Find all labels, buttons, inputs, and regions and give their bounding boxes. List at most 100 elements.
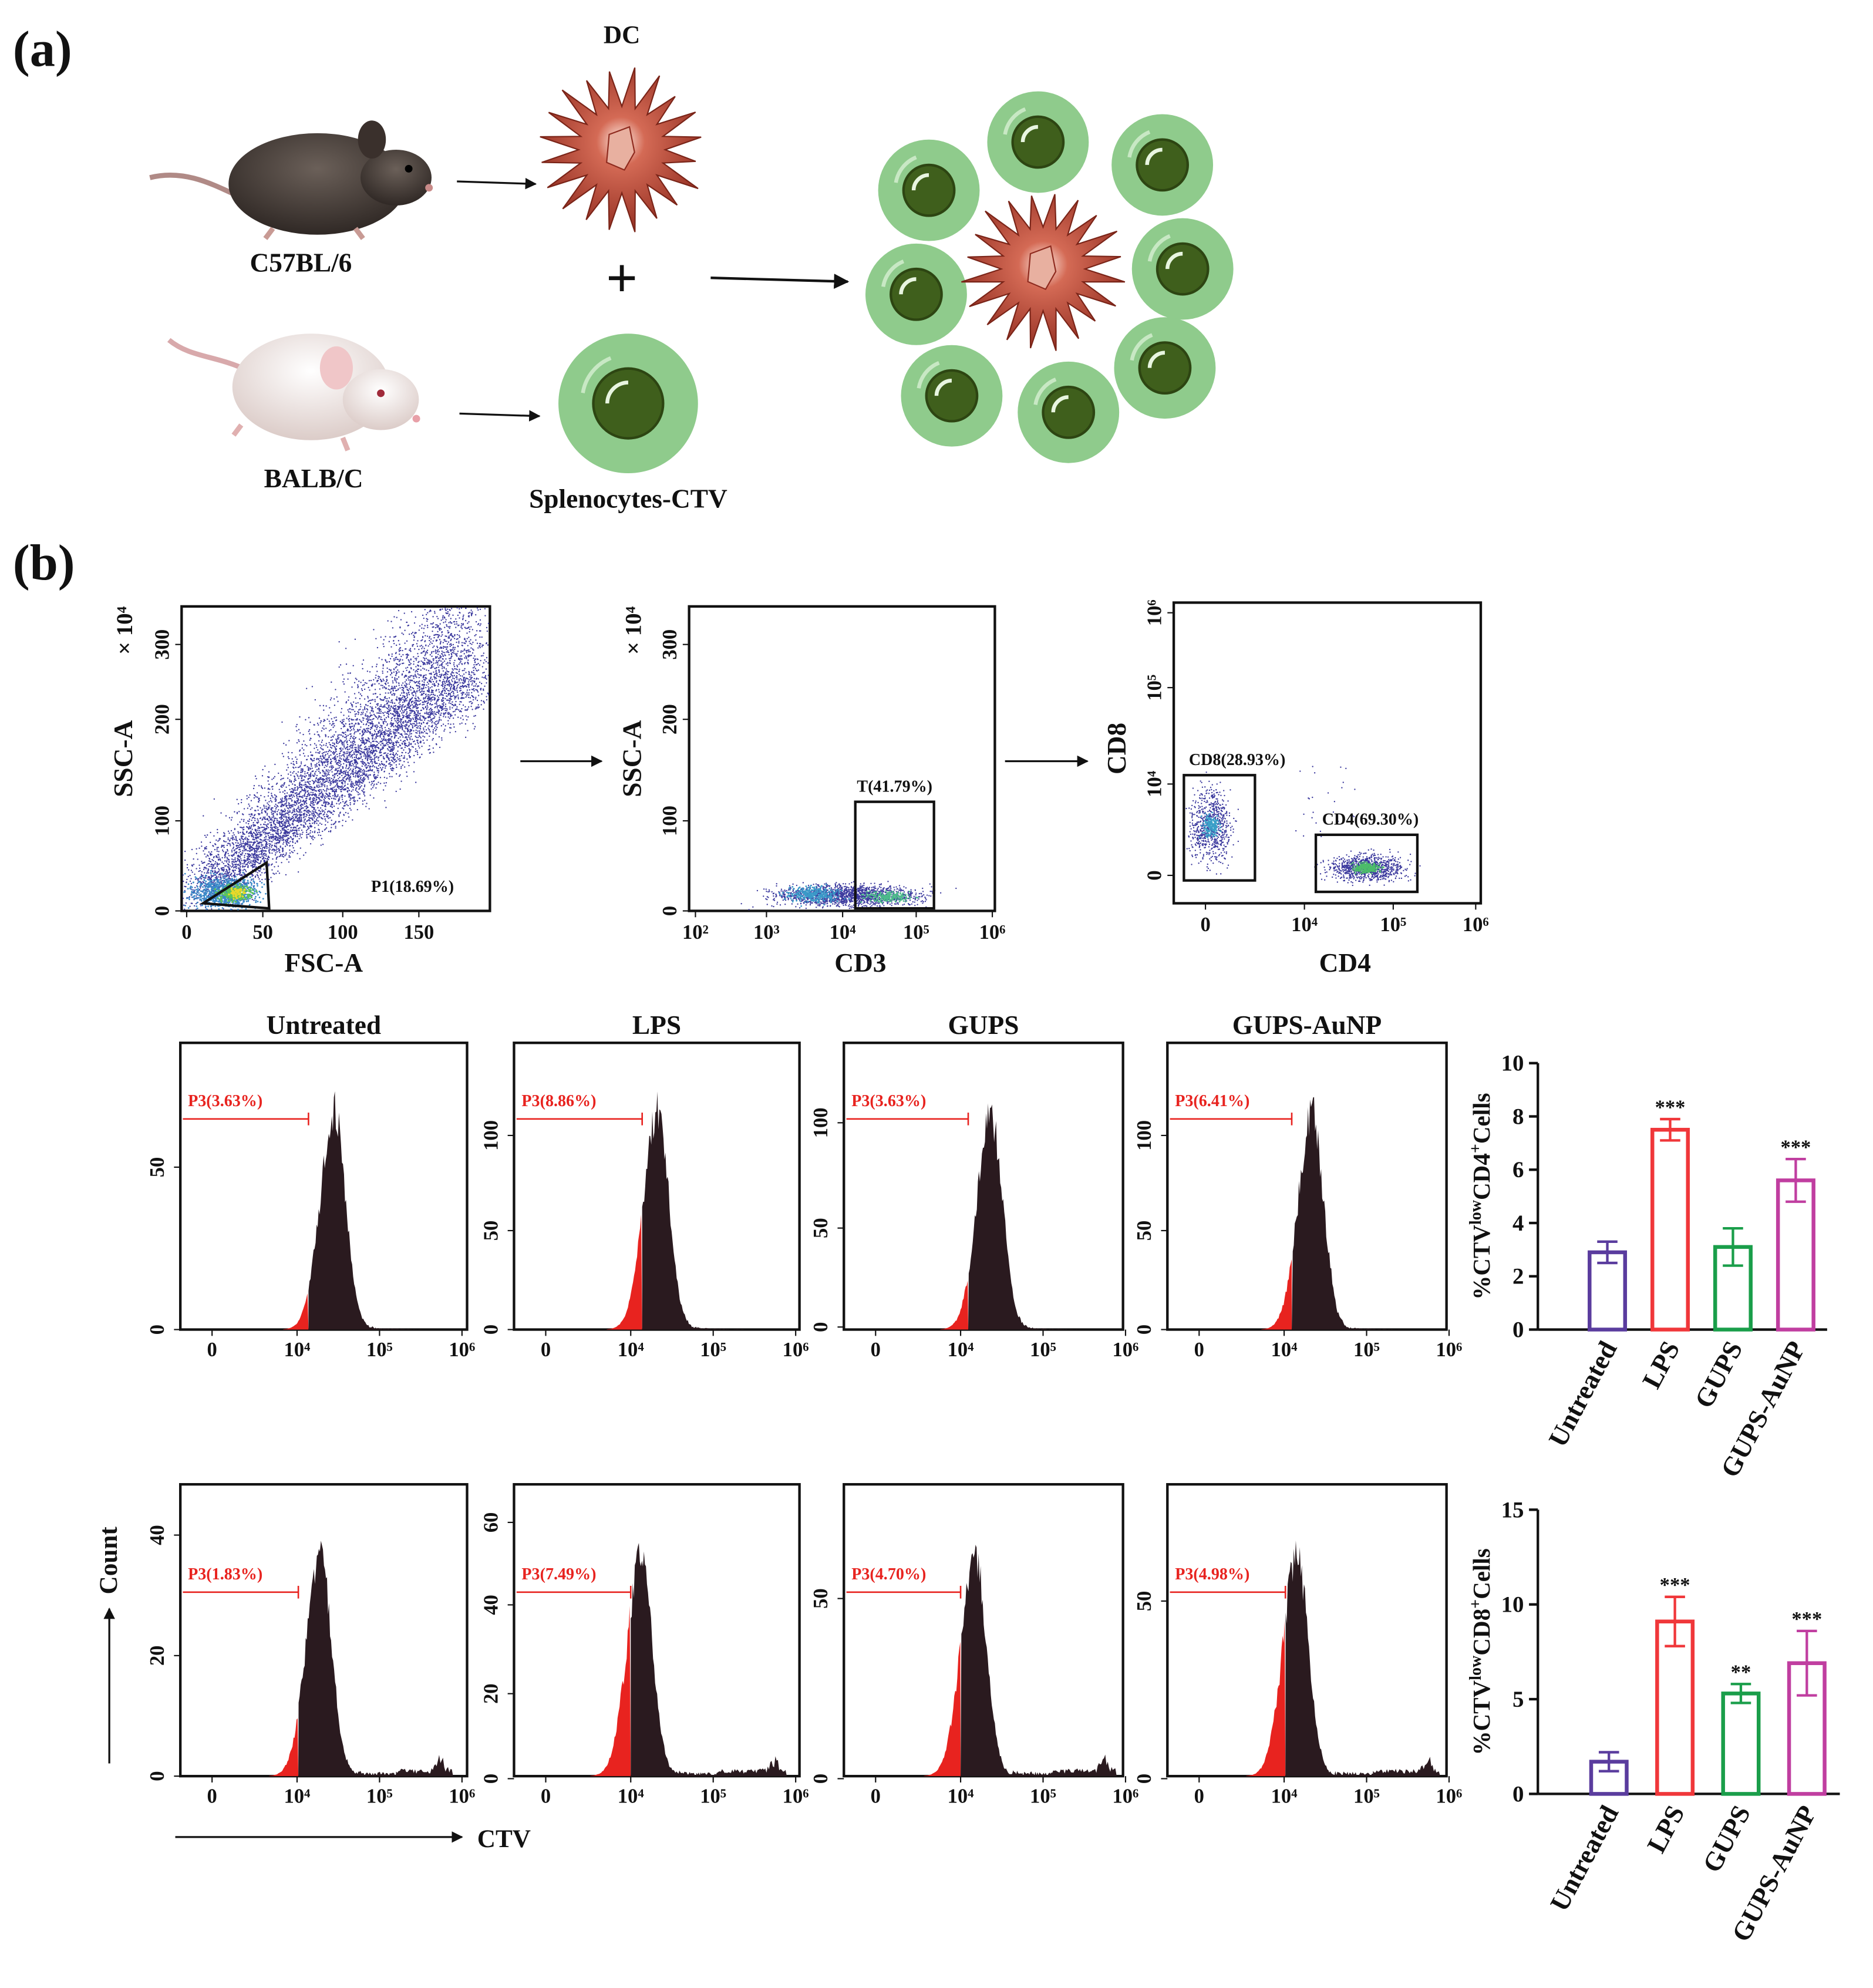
significance: *** xyxy=(1780,1136,1811,1158)
x-tick-label: 0 xyxy=(207,1785,217,1808)
event-dots xyxy=(740,881,957,911)
x-tick-label: 10⁵ xyxy=(1380,914,1406,936)
arrow xyxy=(459,410,541,422)
y-tick-label: 100 xyxy=(480,1120,502,1151)
x-tick-label: 10⁴ xyxy=(618,1339,645,1361)
histogram xyxy=(1285,1540,1386,1777)
panel-title: Untreated xyxy=(266,1010,381,1040)
histogram xyxy=(631,1542,730,1777)
x-tick-label: 10⁵ xyxy=(1353,1785,1380,1808)
y-tick-label: 6 xyxy=(1512,1157,1524,1182)
event-dots xyxy=(182,607,490,911)
x-tick-label: 10⁶ xyxy=(979,921,1006,944)
axis-multiplier: × 10⁴ xyxy=(112,606,137,655)
x-tick-label: 10⁵ xyxy=(366,1785,393,1808)
nucleus xyxy=(890,267,943,321)
x-tick-label: 10⁴ xyxy=(1271,1785,1298,1808)
histogram xyxy=(642,1091,746,1330)
y-tick-label: 300 xyxy=(151,629,174,660)
y-tick-label: 50 xyxy=(146,1157,169,1178)
y-tick-label: 50 xyxy=(480,1221,502,1241)
x-tick-label: 10⁴ xyxy=(948,1339,975,1361)
y-tick-label: 200 xyxy=(659,704,681,734)
x-tick-label: 0 xyxy=(1194,1339,1204,1361)
nucleus xyxy=(592,367,665,440)
nucleus xyxy=(1011,115,1065,169)
error-bar xyxy=(1730,1683,1751,1704)
event-dots xyxy=(1350,861,1385,875)
y-tick-label: 0 xyxy=(659,906,681,916)
panel-label: (a) xyxy=(13,21,72,77)
x-tick-label: 0 xyxy=(541,1785,551,1808)
y-tick-label: 8 xyxy=(1512,1104,1524,1129)
gate-label: P3(6.41%) xyxy=(1175,1092,1249,1110)
x-tick-label: 10⁵ xyxy=(903,921,929,944)
highlight xyxy=(1147,234,1171,262)
x-tick-label: 10⁴ xyxy=(284,1339,311,1361)
mouse-label: C57BL/6 xyxy=(250,248,352,277)
y-tick-label: 10⁵ xyxy=(1143,675,1165,701)
error-bar xyxy=(1723,1227,1743,1267)
histogram xyxy=(961,1545,1064,1777)
x-tick-label: 0 xyxy=(871,1785,881,1808)
highlight xyxy=(605,380,629,404)
x-tick-label: 10⁴ xyxy=(1271,1339,1298,1361)
x-tick-label: 0 xyxy=(181,921,191,944)
x-tick-label: 10⁶ xyxy=(783,1785,809,1808)
axis-label: CD3 xyxy=(834,948,886,978)
y-tick-label: 10 xyxy=(1501,1592,1524,1618)
label-part: %CTV xyxy=(1468,1680,1495,1755)
x-tick-label: 50 xyxy=(252,921,273,944)
error-bar xyxy=(1660,1117,1680,1142)
label-part: + xyxy=(1467,1599,1485,1609)
nucleus xyxy=(1042,385,1096,439)
gate xyxy=(854,800,935,910)
bar xyxy=(1721,1692,1761,1796)
histogram xyxy=(298,1541,409,1777)
y-tick-label: 50 xyxy=(810,1218,832,1238)
nucleus xyxy=(1138,341,1192,395)
arrow xyxy=(710,274,850,289)
x-tick-label: GUPS xyxy=(1689,1336,1749,1413)
label-part: low xyxy=(1467,1199,1485,1225)
histogram-gated xyxy=(269,1718,299,1777)
y-tick-label: 100 xyxy=(810,1107,832,1138)
event-dots xyxy=(228,887,247,900)
error-bar xyxy=(1598,1751,1619,1773)
bar xyxy=(1650,1127,1690,1332)
significance: *** xyxy=(1660,1574,1690,1596)
gate-label: P3(7.49%) xyxy=(521,1565,596,1583)
y-tick-label: 0 xyxy=(1133,1774,1156,1784)
plus-sign: + xyxy=(606,247,638,309)
gate-label: P3(3.63%) xyxy=(188,1092,262,1110)
x-tick-label: GUPS xyxy=(1697,1801,1756,1877)
mouse-white xyxy=(167,333,420,451)
gate-label: P3(8.86%) xyxy=(521,1092,596,1110)
x-tick-label: 10⁶ xyxy=(783,1339,809,1361)
gate-label: T(41.79%) xyxy=(857,777,932,796)
y-tick-label: 4 xyxy=(1512,1211,1524,1236)
gate xyxy=(199,860,271,910)
error-bar xyxy=(1786,1157,1806,1203)
gate-label: CD4(69.30%) xyxy=(1322,811,1419,829)
panel-title: GUPS xyxy=(948,1010,1019,1040)
event-dots xyxy=(1198,811,1222,838)
x-tick-label: 0 xyxy=(207,1339,217,1361)
x-tick-label: 0 xyxy=(1200,914,1210,936)
arrow xyxy=(457,178,537,190)
axis-label: CD8 xyxy=(1102,723,1131,774)
highlight xyxy=(1165,251,1183,269)
y-axis-label: %CTVlowCD8+Cells xyxy=(1467,1548,1495,1755)
y-tick-label: 10⁶ xyxy=(1143,599,1165,626)
y-tick-label: 20 xyxy=(146,1646,169,1666)
y-tick-label: 2 xyxy=(1512,1264,1524,1289)
gate-label: P3(4.98%) xyxy=(1175,1565,1249,1583)
event-dots xyxy=(779,884,850,907)
label-part: CD8 xyxy=(1468,1609,1495,1656)
histogram-gated xyxy=(590,1605,631,1777)
y-tick-label: 0 xyxy=(810,1774,832,1784)
x-tick-label: 10⁴ xyxy=(1291,914,1318,936)
x-tick-label: 10⁶ xyxy=(449,1785,475,1808)
dc-label: DC xyxy=(604,21,640,49)
